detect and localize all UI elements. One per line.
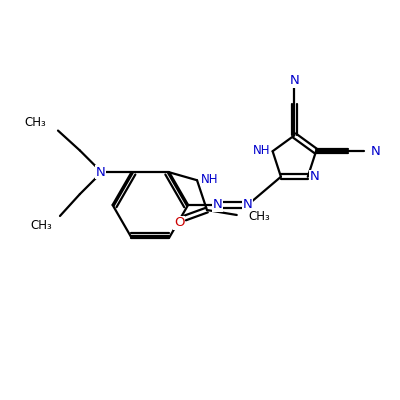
Text: N: N — [243, 198, 252, 212]
Text: N: N — [310, 170, 320, 183]
Text: N: N — [290, 74, 299, 87]
Text: N: N — [371, 145, 380, 158]
Text: CH₃: CH₃ — [30, 220, 52, 232]
Text: O: O — [174, 216, 184, 230]
Text: CH₃: CH₃ — [249, 210, 270, 224]
Text: N: N — [213, 198, 223, 212]
Text: CH₃: CH₃ — [24, 116, 46, 129]
Text: NH: NH — [253, 144, 271, 157]
Text: N: N — [96, 166, 106, 179]
Text: NH: NH — [201, 173, 218, 186]
